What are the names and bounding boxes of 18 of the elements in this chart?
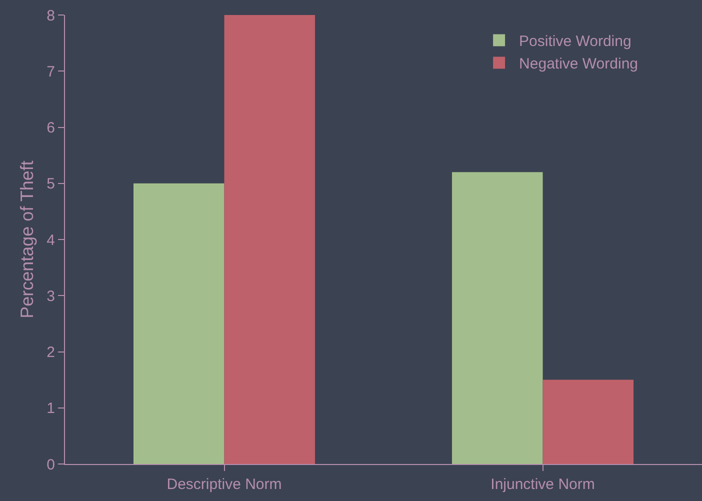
x-tick-label: Injunctive Norm (490, 476, 595, 493)
y-tick-label: 2 (46, 344, 55, 361)
y-tick-label: 8 (46, 7, 55, 24)
y-tick-label: 0 (46, 456, 55, 474)
legend-label: Negative Wording (519, 56, 638, 73)
legend-label: Positive Wording (519, 33, 632, 50)
bar (452, 172, 543, 464)
y-axis-title: Percentage of Theft (16, 160, 37, 318)
y-tick-label: 4 (46, 232, 55, 249)
x-tick-label: Descriptive Norm (166, 476, 282, 493)
y-tick-label: 1 (46, 400, 55, 418)
y-tick-label: 7 (46, 63, 55, 80)
bar (133, 183, 224, 464)
y-tick-label: 3 (46, 288, 55, 305)
y-tick-label: 6 (46, 120, 55, 136)
y-tick-label: 5 (46, 176, 55, 193)
bar (224, 15, 316, 464)
bar (542, 380, 634, 464)
